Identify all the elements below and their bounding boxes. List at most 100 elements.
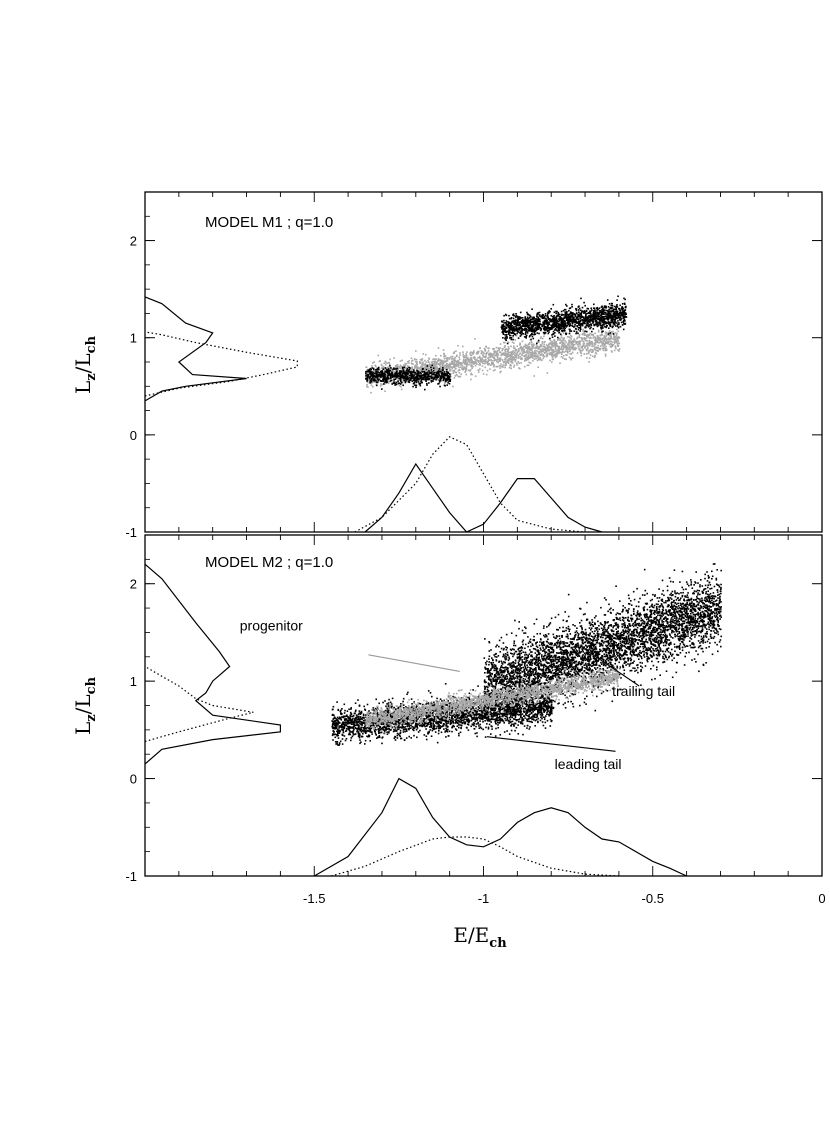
scatter-point — [615, 333, 618, 336]
scatter-point — [401, 359, 403, 362]
scatter-point — [579, 350, 582, 353]
scatter-point — [407, 373, 409, 375]
scatter-point — [516, 332, 518, 335]
scatter-point — [457, 344, 459, 347]
scatter-point — [527, 328, 529, 331]
scatter-point — [461, 367, 463, 370]
scatter-point — [505, 364, 507, 366]
scatter-point — [378, 375, 381, 377]
scatter-point — [621, 303, 624, 305]
scatter-point — [430, 379, 433, 382]
scatter-point — [645, 635, 647, 637]
scatter-point — [425, 380, 427, 382]
scatter-point — [394, 382, 397, 385]
scatter-point — [616, 304, 618, 306]
scatter-point — [613, 321, 615, 324]
scatter-point — [574, 313, 576, 316]
scatter-point — [487, 357, 489, 360]
scatter-point — [530, 334, 532, 336]
scatter-point — [531, 342, 533, 344]
scatter-point — [432, 360, 435, 363]
scatter-point — [531, 351, 534, 354]
scatter-point — [384, 360, 387, 363]
scatter-point — [622, 324, 624, 326]
scatter-point — [602, 669, 605, 671]
scatter-point — [600, 663, 603, 665]
scatter-point — [423, 369, 425, 372]
scatter-point — [515, 326, 518, 329]
scatter-point — [595, 338, 598, 340]
scatter-point — [507, 346, 510, 348]
scatter-point — [616, 324, 619, 326]
scatter-point — [488, 347, 490, 350]
scatter-point — [542, 331, 545, 334]
scatter-point — [586, 345, 589, 348]
scatter-point — [554, 353, 556, 355]
scatter-point — [522, 346, 524, 349]
scatter-point — [488, 352, 490, 355]
scatter-point — [612, 341, 614, 343]
scatter-point — [492, 355, 494, 358]
scatter-point — [393, 382, 396, 384]
scatter-point — [463, 366, 466, 368]
scatter-point — [366, 380, 368, 382]
scatter-point — [612, 309, 614, 312]
scatter-point — [608, 340, 611, 343]
scatter-point — [582, 328, 584, 331]
scatter-point — [442, 377, 445, 379]
scatter-point — [575, 331, 578, 333]
scatter-point — [565, 358, 567, 361]
scatter-point — [596, 347, 598, 350]
scatter-point — [505, 362, 507, 365]
scatter-point — [662, 661, 664, 664]
scatter-point — [377, 368, 380, 370]
scatter-point — [604, 343, 607, 345]
scatter-point — [589, 344, 591, 347]
scatter-point — [576, 336, 579, 339]
scatter-point — [462, 345, 464, 348]
scatter-point — [613, 334, 615, 336]
scatter-point — [543, 326, 545, 328]
scatter-point — [527, 347, 530, 350]
scatter-point — [540, 350, 543, 352]
scatter-point — [527, 326, 529, 329]
scatter-point — [391, 382, 393, 384]
scatter-point — [443, 355, 446, 358]
scatter-point — [538, 323, 540, 325]
scatter-point — [597, 346, 599, 349]
scatter-point — [526, 313, 529, 315]
scatter-point — [458, 372, 461, 374]
scatter-point — [534, 322, 536, 325]
scatter-point — [448, 377, 450, 380]
scatter-point — [466, 351, 468, 353]
scatter-point — [561, 350, 564, 353]
scatter-point — [399, 383, 402, 385]
scatter-point — [377, 379, 380, 382]
scatter-point — [544, 325, 547, 328]
y-tick-label: 1 — [130, 331, 137, 346]
scatter-point — [465, 370, 467, 372]
scatter-point — [585, 334, 587, 336]
scatter-point — [396, 372, 399, 375]
scatter-point — [415, 361, 417, 363]
scatter-point — [531, 346, 533, 349]
scatter-point — [546, 353, 548, 356]
scatter-point — [374, 374, 376, 376]
scatter-point — [523, 345, 526, 347]
scatter-point — [616, 325, 619, 328]
scatter-point — [434, 361, 436, 364]
scatter-point — [474, 364, 477, 367]
scatter-point — [377, 366, 380, 369]
scatter-point — [536, 356, 539, 359]
scatter-point — [419, 375, 422, 378]
scatter-point — [622, 321, 624, 323]
scatter-point — [444, 355, 447, 357]
scatter-point — [443, 364, 445, 367]
scatter-point — [483, 685, 486, 688]
scatter-point — [580, 314, 582, 316]
scatter-point — [654, 595, 656, 597]
scatter-point — [503, 314, 505, 317]
scatter-point — [551, 342, 554, 344]
scatter-point — [529, 321, 532, 324]
scatter-point — [602, 340, 604, 342]
